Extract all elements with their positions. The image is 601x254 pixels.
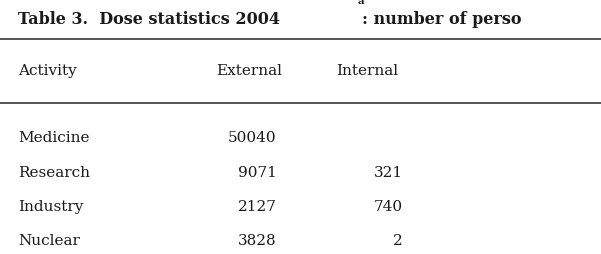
Text: External: External xyxy=(216,64,282,78)
Text: Table 3.  Dose statistics 2004: Table 3. Dose statistics 2004 xyxy=(18,11,280,28)
Text: Internal: Internal xyxy=(337,64,398,78)
Text: a: a xyxy=(358,0,364,6)
Text: 9071: 9071 xyxy=(237,166,276,180)
Text: 3828: 3828 xyxy=(238,234,276,248)
Text: Industry: Industry xyxy=(18,200,84,214)
Text: 2127: 2127 xyxy=(237,200,276,214)
Text: 50040: 50040 xyxy=(228,131,276,146)
Text: Research: Research xyxy=(18,166,90,180)
Text: Nuclear: Nuclear xyxy=(18,234,80,248)
Text: 2: 2 xyxy=(393,234,403,248)
Text: 740: 740 xyxy=(374,200,403,214)
Text: 321: 321 xyxy=(374,166,403,180)
Text: Medicine: Medicine xyxy=(18,131,90,146)
Text: : number of perso: : number of perso xyxy=(362,11,522,28)
Text: Activity: Activity xyxy=(18,64,77,78)
